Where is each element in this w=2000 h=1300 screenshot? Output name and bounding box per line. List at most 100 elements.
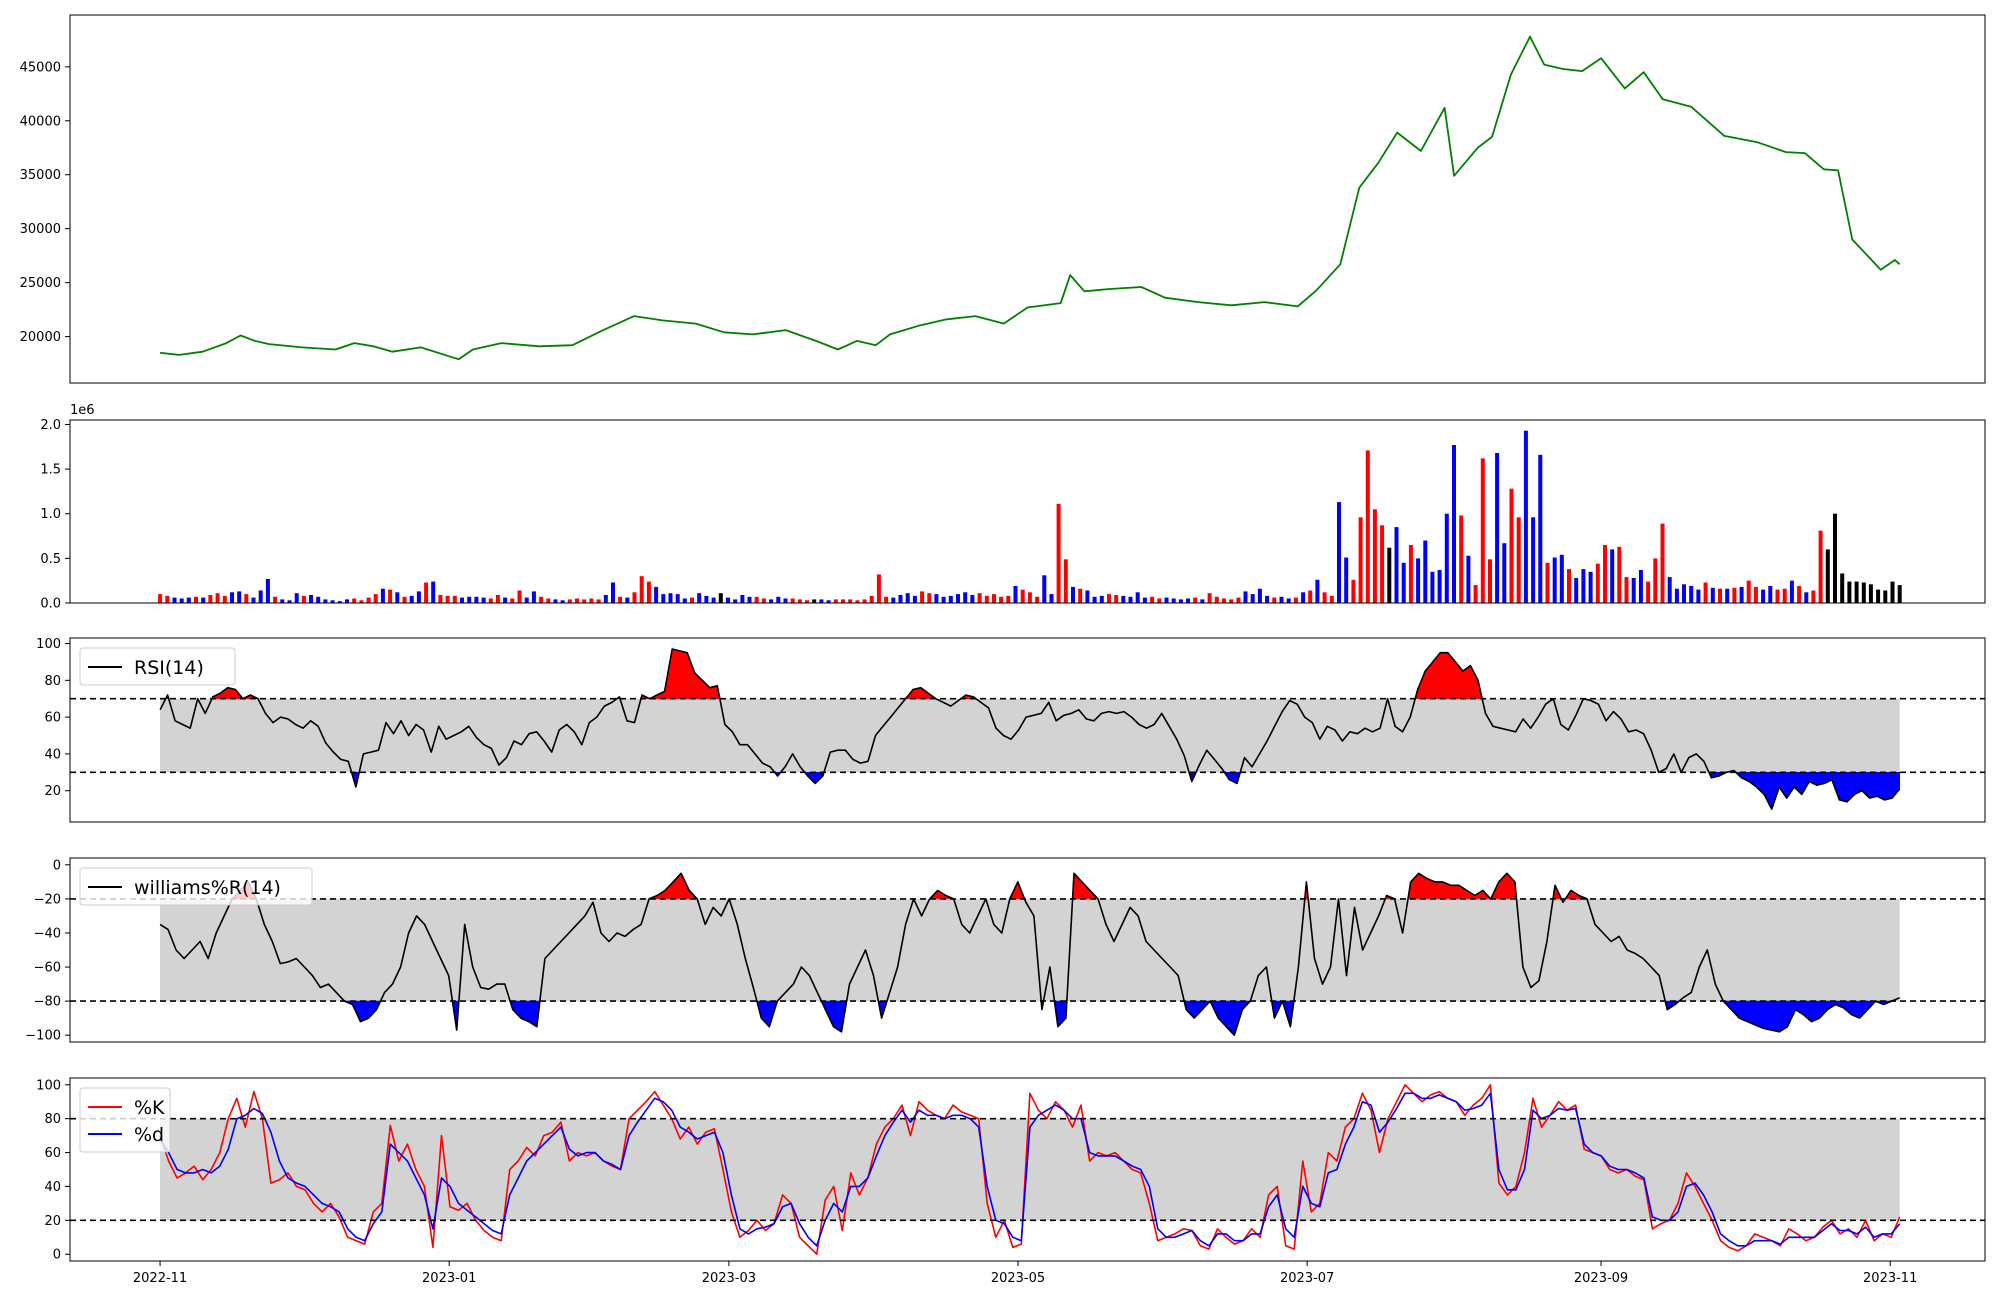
volume-bar xyxy=(1559,554,1564,603)
volume-bar xyxy=(1035,596,1040,603)
volume-bar xyxy=(460,597,464,603)
volume-bar xyxy=(1322,592,1327,603)
volume-bar xyxy=(553,599,558,603)
volume-bar xyxy=(1610,549,1615,603)
volume-bar xyxy=(431,581,436,603)
volume-bar xyxy=(1868,584,1873,603)
volume-bar xyxy=(1459,515,1464,603)
volume-bar xyxy=(380,588,385,603)
volume-bar xyxy=(704,595,709,603)
volume-bar xyxy=(495,595,500,603)
volume-bar xyxy=(1193,597,1198,603)
price-ytick-label: 25000 xyxy=(20,276,61,291)
williams-ytick-label: −60 xyxy=(34,961,61,976)
volume-bar xyxy=(337,601,342,603)
williams-line xyxy=(159,872,1901,1036)
volume-bar xyxy=(1250,594,1255,603)
volume-bar xyxy=(1624,577,1629,603)
volume-bar xyxy=(186,597,191,603)
stoch-ytick-label: 80 xyxy=(44,1112,61,1127)
xtick-label: 2023-05 xyxy=(991,1271,1045,1286)
volume-bar xyxy=(718,593,723,603)
volume-bar xyxy=(934,594,939,603)
volume-bar xyxy=(330,600,335,603)
volume-ytick-label: 1.0 xyxy=(40,507,61,522)
volume-bar xyxy=(1753,586,1758,603)
volume-bar xyxy=(905,593,910,603)
volume-bar xyxy=(1825,549,1830,603)
volume-bar xyxy=(1027,592,1032,603)
volume-bar xyxy=(1667,577,1672,603)
volume-bar xyxy=(1739,586,1744,603)
volume-bar xyxy=(1883,590,1888,603)
volume-bar xyxy=(848,599,853,603)
volume-bar xyxy=(1128,596,1133,603)
volume-bar xyxy=(1214,596,1219,603)
volume-bar xyxy=(1538,454,1543,603)
volume-bar xyxy=(1488,559,1492,603)
stoch-ytick-label: 100 xyxy=(36,1078,61,1093)
volume-bar xyxy=(1854,581,1859,603)
volume-bar xyxy=(1689,586,1694,603)
volume-bar xyxy=(1401,562,1406,603)
volume-bar xyxy=(632,592,637,603)
volume-bar xyxy=(1473,585,1478,603)
volume-bar xyxy=(230,592,234,603)
volume-bar xyxy=(1380,525,1385,603)
volume-bar xyxy=(1588,571,1593,603)
rsi-ytick-label: 80 xyxy=(44,674,61,689)
volume-bar xyxy=(1178,599,1183,603)
volume-bar xyxy=(510,598,515,603)
stoch-ytick-label: 60 xyxy=(44,1146,61,1161)
volume-bar xyxy=(560,600,565,603)
volume-bar xyxy=(920,591,925,603)
volume-bar xyxy=(215,593,220,603)
volume-bar xyxy=(797,599,802,603)
volume-bar xyxy=(603,595,608,603)
price-ytick-label: 30000 xyxy=(20,222,61,237)
volume-bar xyxy=(1020,589,1025,603)
volume-bar xyxy=(1646,581,1651,603)
volume-bar xyxy=(1732,587,1737,603)
volume-bar xyxy=(646,581,651,603)
volume-bar xyxy=(165,595,170,603)
volume-bar xyxy=(301,595,306,603)
volume-bar xyxy=(1897,585,1902,603)
volume-bar xyxy=(158,594,163,603)
williams-legend-box xyxy=(79,867,313,906)
volume-bar xyxy=(366,597,371,603)
volume-bar xyxy=(1617,546,1622,603)
volume-bar xyxy=(668,593,673,603)
volume-bar xyxy=(1272,597,1277,603)
volume-bar xyxy=(1416,558,1421,603)
volume-bar xyxy=(1509,488,1514,603)
volume-bar xyxy=(1078,588,1083,603)
volume-ytick-label: 0.0 xyxy=(40,597,61,612)
volume-bar xyxy=(1574,578,1579,603)
volume-bar xyxy=(1430,571,1435,603)
volume-bar xyxy=(1466,555,1471,603)
volume-bar xyxy=(1797,586,1802,603)
stoch-legend-box xyxy=(79,1087,171,1153)
volume-bar xyxy=(1444,513,1449,603)
volume-bar xyxy=(1279,596,1284,603)
rsi-band-fill xyxy=(160,698,1900,773)
volume-ytick-label: 1.5 xyxy=(40,463,61,478)
volume-bar xyxy=(1437,570,1442,603)
volume-bar xyxy=(1358,517,1363,603)
volume-bar xyxy=(819,599,824,603)
price-series-line xyxy=(160,35,1901,361)
volume-bar xyxy=(726,597,730,603)
volume-bar xyxy=(1725,588,1730,603)
volume-bar xyxy=(179,598,184,603)
xtick-label: 2023-03 xyxy=(702,1271,756,1286)
volume-bar xyxy=(582,599,587,603)
volume-bar xyxy=(963,592,968,603)
volume-bar xyxy=(661,594,666,603)
volume-bar xyxy=(1523,430,1528,603)
volume-bar xyxy=(956,594,960,603)
volume-bar xyxy=(402,596,407,603)
volume-bar xyxy=(445,595,450,603)
volume-bar xyxy=(1804,592,1809,603)
volume-bar xyxy=(1329,595,1334,603)
